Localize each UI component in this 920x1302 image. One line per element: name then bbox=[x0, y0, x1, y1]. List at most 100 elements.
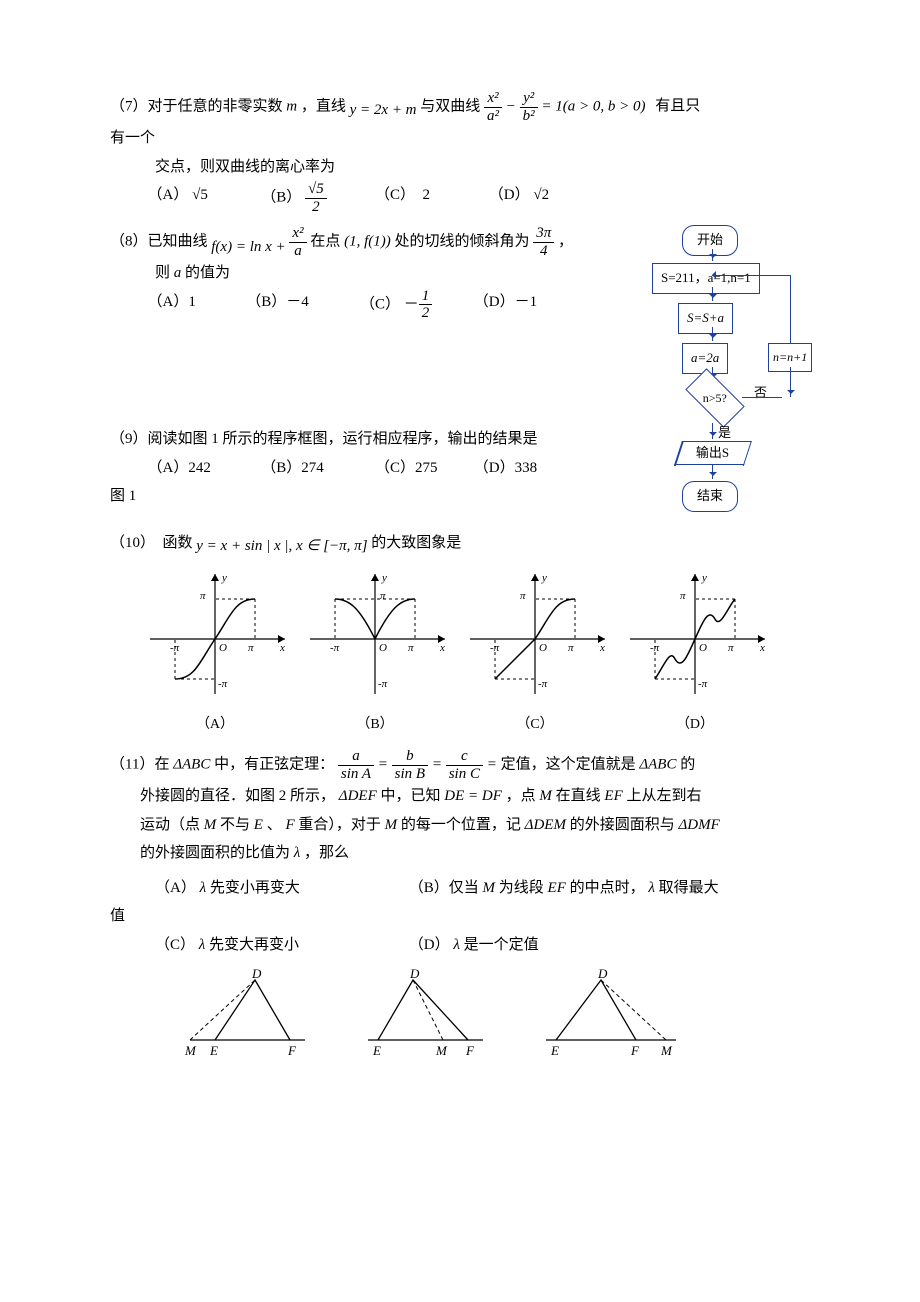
svg-text:-π: -π bbox=[218, 678, 228, 690]
graph-b: y x O π -π π -π （B） bbox=[300, 569, 450, 738]
q7-opt-d: （D） √2 bbox=[489, 181, 599, 210]
q9-opt-d: （D）338 bbox=[474, 454, 569, 483]
svg-text:x: x bbox=[279, 642, 285, 654]
svg-text:M: M bbox=[435, 1043, 448, 1058]
graph-b-svg: y x O π -π π -π bbox=[300, 569, 450, 699]
svg-text:π: π bbox=[380, 590, 386, 602]
svg-text:M: M bbox=[184, 1043, 197, 1058]
q8-opt-b: （B）－4 bbox=[246, 288, 356, 317]
line-icon bbox=[790, 367, 791, 397]
q11-line3: 运动（点 M 不与 E 、 F 重合），对于 M 的每一个位置，记 ΔDEM 的… bbox=[110, 811, 810, 840]
svg-text:π: π bbox=[408, 642, 414, 654]
arrow-icon bbox=[712, 249, 713, 261]
svg-text:y: y bbox=[701, 572, 707, 584]
graph-a-label: （A） bbox=[140, 712, 290, 739]
graph-b-label: （B） bbox=[300, 712, 450, 739]
svg-text:π: π bbox=[248, 642, 254, 654]
arrowhead-icon bbox=[708, 271, 716, 279]
line-icon bbox=[712, 275, 790, 276]
q7-opt-b: （B） √52 bbox=[261, 181, 371, 215]
q7-line2: 有一个 bbox=[110, 124, 810, 153]
q7-mid1: ，直线 bbox=[301, 98, 346, 114]
graph-a: y x O π -π π -π （A） bbox=[140, 569, 290, 738]
svg-text:y: y bbox=[381, 572, 387, 584]
svg-text:π: π bbox=[520, 590, 526, 602]
svg-text:D: D bbox=[251, 966, 262, 981]
svg-text:E: E bbox=[209, 1043, 218, 1058]
svg-text:π: π bbox=[568, 642, 574, 654]
q7-eqtail: = 1(a > 0, b > 0) bbox=[541, 98, 645, 114]
q7-eq-line: y = 2x + m bbox=[350, 102, 417, 118]
q11-opt-row2: （C） λ 先变大再变小 （D） λ 是一个定值 bbox=[110, 931, 810, 960]
q11-opt-b-trail: 值 bbox=[110, 902, 810, 931]
graph-c: y x O π -π π -π （C） bbox=[460, 569, 610, 738]
q8-opt-c: （C） －12 bbox=[360, 288, 470, 322]
q9-options: （A）242 （B）274 （C）275 （D）338 bbox=[110, 454, 810, 483]
q10-graphs: y x O π -π π -π （A） y x O π -π π bbox=[140, 569, 810, 738]
graph-d-label: （D） bbox=[620, 712, 770, 739]
flow-init: S=211，a=1,n=1 bbox=[652, 263, 760, 294]
svg-text:O: O bbox=[379, 642, 387, 654]
question-11: （11）在 ΔABC 中，有正弦定理： asin A = bsin B = cs… bbox=[110, 748, 810, 1066]
svg-text:M: M bbox=[660, 1043, 673, 1058]
question-10: （10） 函数 y = x + sin | x |, x ∈ [−π, π] 的… bbox=[110, 529, 810, 739]
question-8: （8）已知曲线 f(x) = ln x + x²a 在点 (1, f(1)) 处… bbox=[110, 225, 810, 395]
svg-text:π: π bbox=[728, 642, 734, 654]
q11-opt-row1: （A） λ 先变小再变大 （B）仅当 M 为线段 EF 的中点时， λ 取得最大 bbox=[110, 874, 810, 903]
svg-text:F: F bbox=[630, 1043, 640, 1058]
q7-options: （A） √5 （B） √52 （C） 2 （D） √2 bbox=[110, 181, 810, 215]
flow-no: 否 bbox=[754, 381, 767, 406]
arrow-icon bbox=[712, 287, 713, 301]
svg-text:F: F bbox=[287, 1043, 297, 1058]
q8-line1: （8）已知曲线 f(x) = ln x + x²a 在点 (1, f(1)) 处… bbox=[110, 225, 590, 259]
svg-text:x: x bbox=[599, 642, 605, 654]
q9-text: （9）阅读如图 1 所示的程序框图，运行相应程序，输出的结果是 bbox=[110, 425, 810, 454]
graph-a-svg: y x O π -π π -π bbox=[140, 569, 290, 699]
svg-text:D: D bbox=[597, 966, 608, 981]
q11-triangles: D M E F D E M F D E bbox=[170, 965, 810, 1066]
q7-opt-a: （A） √5 bbox=[148, 181, 258, 210]
q7-opt-c: （C） 2 bbox=[375, 181, 485, 210]
svg-text:y: y bbox=[221, 572, 227, 584]
graph-c-svg: y x O π -π π -π bbox=[460, 569, 610, 699]
triangle-3: D E F M bbox=[526, 965, 686, 1066]
triangle-1: D M E F bbox=[170, 965, 320, 1066]
question-7: （7）对于任意的非零实数 m ，直线 y = 2x + m 与双曲线 x² a²… bbox=[110, 90, 810, 215]
line-icon bbox=[790, 275, 791, 343]
graph-d-svg: y x O π -π π -π bbox=[620, 569, 770, 699]
line-icon bbox=[742, 397, 782, 398]
figure-1-caption: 图 1 bbox=[110, 482, 810, 511]
q11-line1: （11）在 ΔABC 中，有正弦定理： asin A = bsin B = cs… bbox=[110, 748, 810, 782]
svg-text:-π: -π bbox=[378, 678, 388, 690]
svg-text:-π: -π bbox=[330, 642, 340, 654]
q11-opt-d: （D） λ 是一个定值 bbox=[409, 937, 539, 953]
svg-text:π: π bbox=[680, 590, 686, 602]
svg-text:O: O bbox=[219, 642, 227, 654]
q7-line1: （7）对于任意的非零实数 m ，直线 y = 2x + m 与双曲线 x² a²… bbox=[110, 90, 810, 124]
q7-m: m bbox=[286, 98, 297, 114]
q7-frac1: x² a² bbox=[484, 90, 502, 124]
q11-opt-c: （C） λ 先变大再变小 bbox=[155, 931, 405, 960]
q7-mid2: 与双曲线 bbox=[420, 98, 480, 114]
svg-text:O: O bbox=[699, 642, 707, 654]
q11-line4: 的外接圆面积的比值为 λ ，那么 bbox=[110, 839, 810, 868]
q7-prefix: （7）对于任意的非零实数 bbox=[110, 98, 283, 114]
q7-line3: 交点，则双曲线的离心率为 bbox=[110, 153, 810, 182]
svg-text:D: D bbox=[409, 966, 420, 981]
svg-text:x: x bbox=[439, 642, 445, 654]
svg-text:π: π bbox=[200, 590, 206, 602]
q7-tail1: 有且只 bbox=[655, 98, 700, 114]
svg-text:-π: -π bbox=[538, 678, 548, 690]
svg-text:O: O bbox=[539, 642, 547, 654]
graph-d: y x O π -π π -π （D） bbox=[620, 569, 770, 738]
arrow-icon bbox=[712, 327, 713, 341]
q7-frac2: y² b² bbox=[520, 90, 538, 124]
flow-start: 开始 bbox=[682, 225, 738, 256]
triangle-2: D E M F bbox=[348, 965, 498, 1066]
q8-opt-a: （A）1 bbox=[148, 288, 243, 317]
q11-opt-a: （A） λ 先变小再变大 bbox=[155, 874, 405, 903]
svg-text:F: F bbox=[465, 1043, 475, 1058]
question-9: （9）阅读如图 1 所示的程序框图，运行相应程序，输出的结果是 （A）242 （… bbox=[110, 425, 810, 511]
q8-opt-d: （D）－1 bbox=[474, 288, 584, 317]
svg-text:y: y bbox=[541, 572, 547, 584]
